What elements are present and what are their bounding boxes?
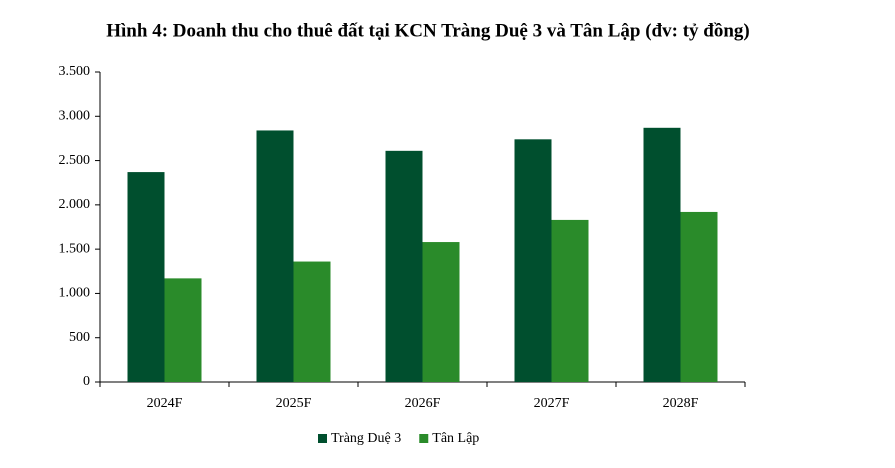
- x-tick-label: 2025F: [276, 396, 312, 411]
- y-tick-label: 2.500: [59, 153, 91, 168]
- bar: [256, 130, 294, 382]
- y-tick-label: 3.500: [59, 64, 91, 79]
- bar: [293, 261, 331, 382]
- legend-label: Tân Lập: [432, 431, 479, 446]
- bar: [643, 127, 681, 382]
- bar: [551, 219, 589, 382]
- bar: [422, 242, 460, 382]
- x-tick-label: 2026F: [405, 396, 441, 411]
- bar: [514, 139, 552, 382]
- chart-title: Hình 4: Doanh thu cho thuê đất tại KCN T…: [106, 20, 750, 41]
- y-tick-label: 2.000: [59, 197, 91, 212]
- legend-swatch: [419, 434, 429, 443]
- bar: [385, 150, 423, 382]
- y-tick-label: 0: [83, 374, 90, 389]
- legend-label: Tràng Duệ 3: [331, 431, 401, 446]
- bar: [164, 278, 202, 382]
- x-tick-label: 2027F: [534, 396, 570, 411]
- y-tick-label: 500: [69, 330, 90, 345]
- x-tick-label: 2024F: [147, 396, 183, 411]
- bar: [127, 172, 165, 382]
- y-tick-label: 1.500: [59, 241, 91, 256]
- legend-swatch: [318, 434, 327, 443]
- y-tick-label: 1.000: [59, 286, 91, 301]
- bar: [680, 211, 718, 382]
- y-tick-label: 3.000: [59, 109, 91, 124]
- x-tick-label: 2028F: [663, 396, 699, 411]
